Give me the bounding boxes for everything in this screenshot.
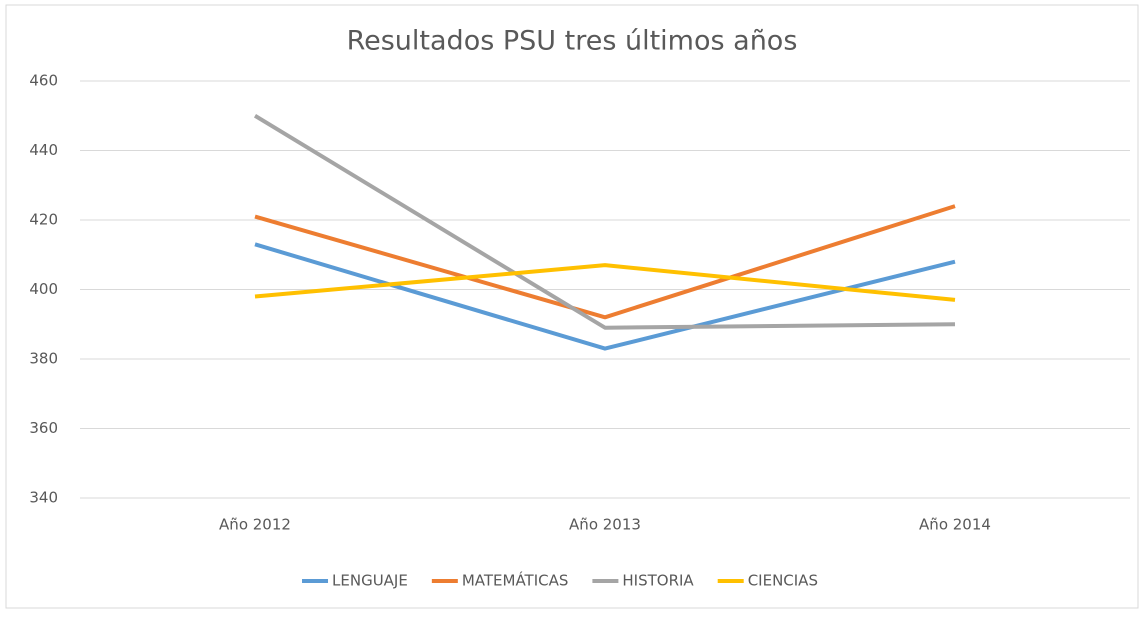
legend-label: HISTORIA	[622, 572, 694, 590]
series-line	[254, 204, 956, 320]
x-tick-label: Año 2014	[919, 516, 991, 534]
series-line	[254, 263, 956, 302]
y-tick-label: 460	[29, 72, 58, 90]
y-tick-label: 440	[29, 141, 58, 159]
legend-label: MATEMÁTICAS	[462, 571, 569, 590]
legend-label: CIENCIAS	[748, 572, 818, 590]
chart-title: Resultados PSU tres últimos años	[347, 26, 798, 57]
y-tick-label: 340	[29, 489, 58, 507]
y-tick-label: 380	[29, 350, 58, 368]
legend-label: LENGUAJE	[332, 572, 408, 590]
y-tick-label: 420	[29, 211, 58, 229]
y-tick-label: 360	[29, 419, 58, 437]
series-line	[253, 114, 956, 330]
y-tick-label: 400	[29, 280, 58, 298]
series-line	[254, 242, 956, 351]
x-tick-label: Año 2013	[569, 516, 641, 534]
x-tick-label: Año 2012	[219, 516, 291, 534]
